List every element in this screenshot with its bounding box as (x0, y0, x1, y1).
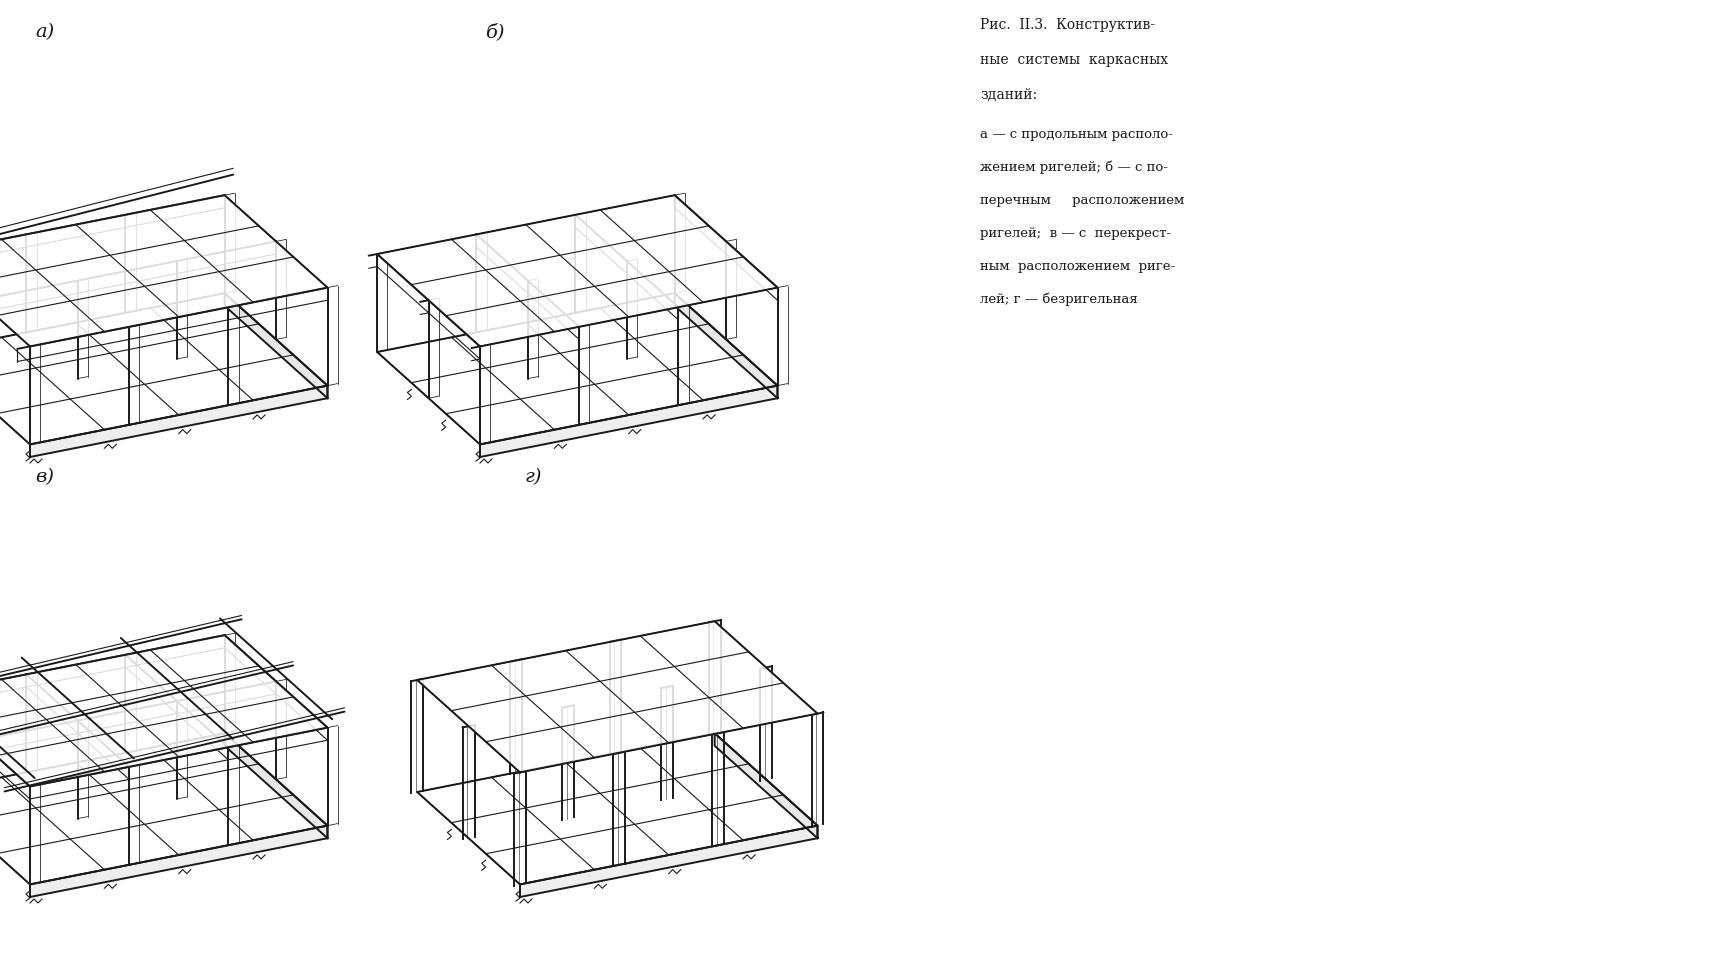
Text: б): б) (485, 23, 504, 41)
Text: ные  системы  каркасных: ные системы каркасных (980, 53, 1169, 67)
Polygon shape (0, 294, 328, 445)
Polygon shape (0, 196, 328, 347)
Text: г): г) (524, 468, 543, 486)
Text: в): в) (34, 468, 53, 486)
Text: перечным     расположением: перечным расположением (980, 193, 1184, 207)
Polygon shape (418, 621, 818, 773)
Text: а — с продольным располо-: а — с продольным располо- (980, 128, 1172, 141)
Polygon shape (0, 734, 328, 884)
Polygon shape (376, 196, 777, 347)
Polygon shape (418, 734, 818, 884)
Polygon shape (29, 386, 328, 457)
Text: жением ригелей; б — с по-: жением ригелей; б — с по- (980, 161, 1167, 174)
Polygon shape (674, 294, 777, 399)
Text: зданий:: зданий: (980, 88, 1037, 102)
Polygon shape (225, 734, 328, 838)
Text: лей; г — безригельная: лей; г — безригельная (980, 293, 1138, 306)
Polygon shape (0, 636, 328, 786)
Polygon shape (480, 386, 777, 457)
Polygon shape (225, 294, 328, 399)
Text: а): а) (34, 23, 55, 41)
Text: Рис.  II.3.  Конструктив-: Рис. II.3. Конструктив- (980, 18, 1155, 32)
Text: ным  расположением  риге-: ным расположением риге- (980, 260, 1176, 273)
Polygon shape (521, 826, 818, 897)
Polygon shape (29, 826, 328, 897)
Polygon shape (715, 734, 818, 838)
Polygon shape (376, 294, 777, 445)
Text: ригелей;  в — с  перекрест-: ригелей; в — с перекрест- (980, 227, 1171, 239)
